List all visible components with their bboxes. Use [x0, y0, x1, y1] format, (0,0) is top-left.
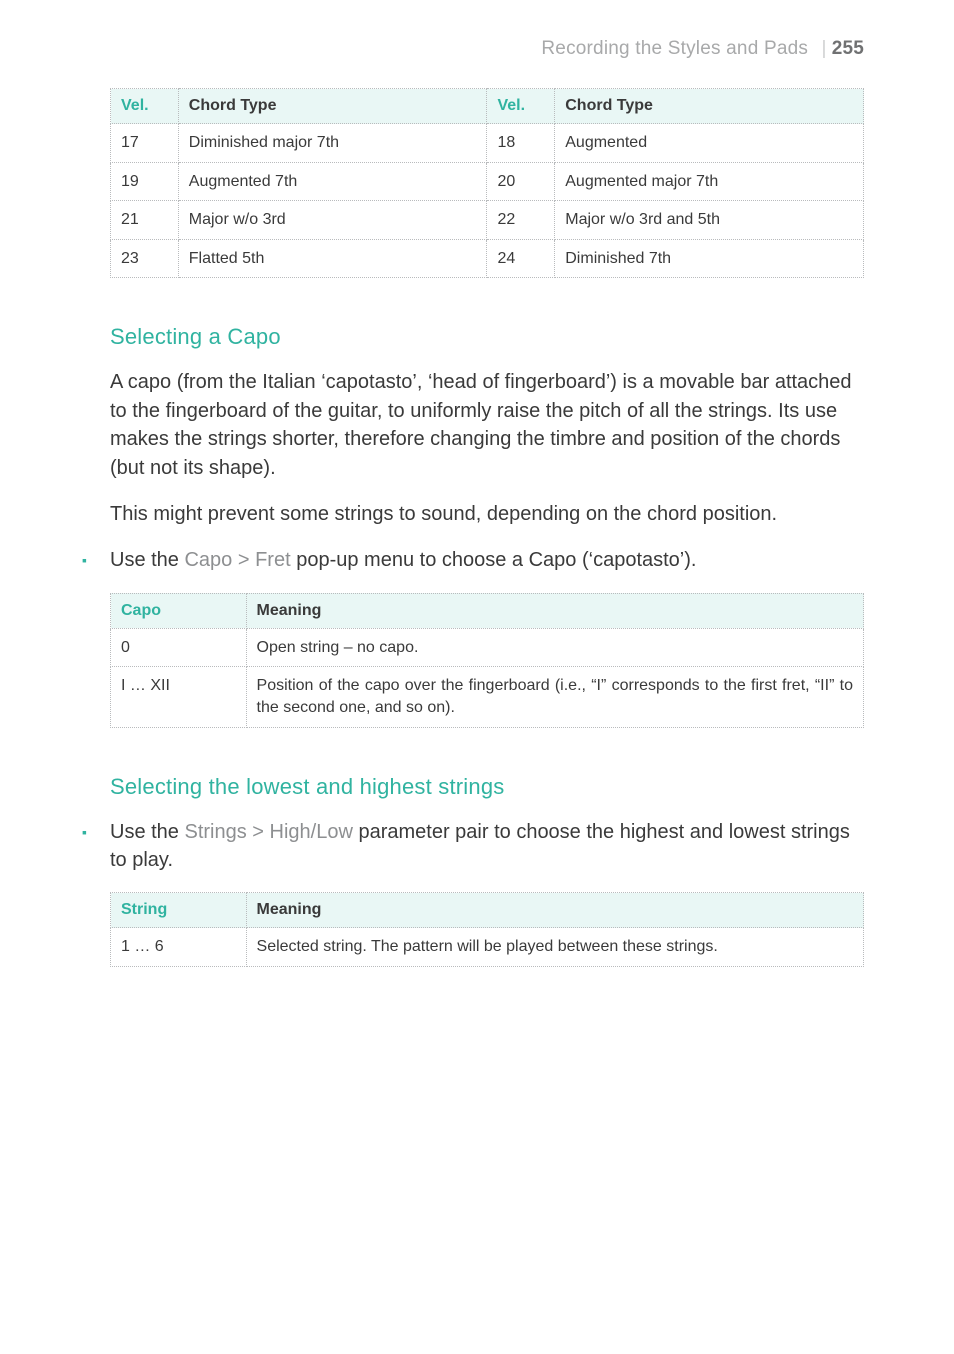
strings-bullet-text: Use the Strings > High/Low parameter pai…	[110, 818, 864, 875]
table-row: 17 Diminished major 7th 18 Augmented	[111, 124, 864, 163]
bullet-icon: ▪	[82, 818, 110, 846]
cell-vel: 17	[111, 124, 179, 163]
table-row: 0 Open string – no capo.	[111, 628, 864, 667]
cell-meaning: Open string – no capo.	[246, 628, 863, 667]
cell-type: Major w/o 3rd	[178, 201, 487, 240]
running-head: Recording the Styles and Pads |255	[110, 38, 864, 60]
capo-paragraph-1: A capo (from the Italian ‘capotasto’, ‘h…	[110, 368, 864, 482]
table-row: 19 Augmented 7th 20 Augmented major 7th	[111, 162, 864, 201]
cell-vel: 23	[111, 239, 179, 278]
table-header-row: Vel. Chord Type Vel. Chord Type	[111, 89, 864, 124]
running-head-divider: |	[822, 38, 827, 59]
text-pre: Use the	[110, 821, 184, 843]
cell-vel: 24	[487, 239, 555, 278]
cell-type: Augmented	[555, 124, 864, 163]
strings-bullet-row: ▪ Use the Strings > High/Low parameter p…	[110, 818, 864, 875]
running-head-title: Recording the Styles and Pads	[541, 38, 808, 59]
col-vel-1: Vel.	[111, 89, 179, 124]
text-pre: Use the	[110, 549, 184, 571]
cell-type: Augmented 7th	[178, 162, 487, 201]
page: Recording the Styles and Pads |255 Vel. …	[0, 0, 954, 1354]
cell-type: Major w/o 3rd and 5th	[555, 201, 864, 240]
running-head-page: 255	[832, 38, 864, 59]
cell-meaning: Selected string. The pattern will be pla…	[246, 928, 863, 967]
chord-type-table: Vel. Chord Type Vel. Chord Type 17 Dimin…	[110, 88, 864, 278]
cell-vel: 20	[487, 162, 555, 201]
cell-vel: 21	[111, 201, 179, 240]
col-type-1: Chord Type	[178, 89, 487, 124]
ui-path-strings-highlow: Strings > High/Low	[184, 821, 352, 843]
cell-meaning: Position of the capo over the fingerboar…	[246, 667, 863, 727]
text-post: pop-up menu to choose a Capo (‘capotasto…	[291, 549, 697, 571]
capo-bullet-text: Use the Capo > Fret pop-up menu to choos…	[110, 546, 864, 574]
cell-type: Diminished 7th	[555, 239, 864, 278]
table-row: 1 … 6 Selected string. The pattern will …	[111, 928, 864, 967]
col-vel-2: Vel.	[487, 89, 555, 124]
cell-vel: 19	[111, 162, 179, 201]
col-type-2: Chord Type	[555, 89, 864, 124]
capo-paragraph-2: This might prevent some strings to sound…	[110, 500, 864, 528]
col-meaning: Meaning	[246, 893, 863, 928]
cell-type: Flatted 5th	[178, 239, 487, 278]
ui-path-capo-fret: Capo > Fret	[184, 549, 290, 571]
capo-bullet-row: ▪ Use the Capo > Fret pop-up menu to cho…	[110, 546, 864, 574]
bullet-icon: ▪	[82, 546, 110, 574]
cell-type: Diminished major 7th	[178, 124, 487, 163]
cell-capo: I … XII	[111, 667, 247, 727]
col-capo: Capo	[111, 593, 247, 628]
capo-table: Capo Meaning 0 Open string – no capo. I …	[110, 593, 864, 728]
cell-type: Augmented major 7th	[555, 162, 864, 201]
table-row: 23 Flatted 5th 24 Diminished 7th	[111, 239, 864, 278]
string-table: String Meaning 1 … 6 Selected string. Th…	[110, 892, 864, 967]
col-meaning: Meaning	[246, 593, 863, 628]
table-row: 21 Major w/o 3rd 22 Major w/o 3rd and 5t…	[111, 201, 864, 240]
heading-selecting-capo: Selecting a Capo	[110, 324, 864, 350]
table-header-row: Capo Meaning	[111, 593, 864, 628]
cell-string: 1 … 6	[111, 928, 247, 967]
cell-vel: 18	[487, 124, 555, 163]
table-header-row: String Meaning	[111, 893, 864, 928]
cell-vel: 22	[487, 201, 555, 240]
col-string: String	[111, 893, 247, 928]
heading-selecting-strings: Selecting the lowest and highest strings	[110, 774, 864, 800]
table-row: I … XII Position of the capo over the fi…	[111, 667, 864, 727]
cell-capo: 0	[111, 628, 247, 667]
